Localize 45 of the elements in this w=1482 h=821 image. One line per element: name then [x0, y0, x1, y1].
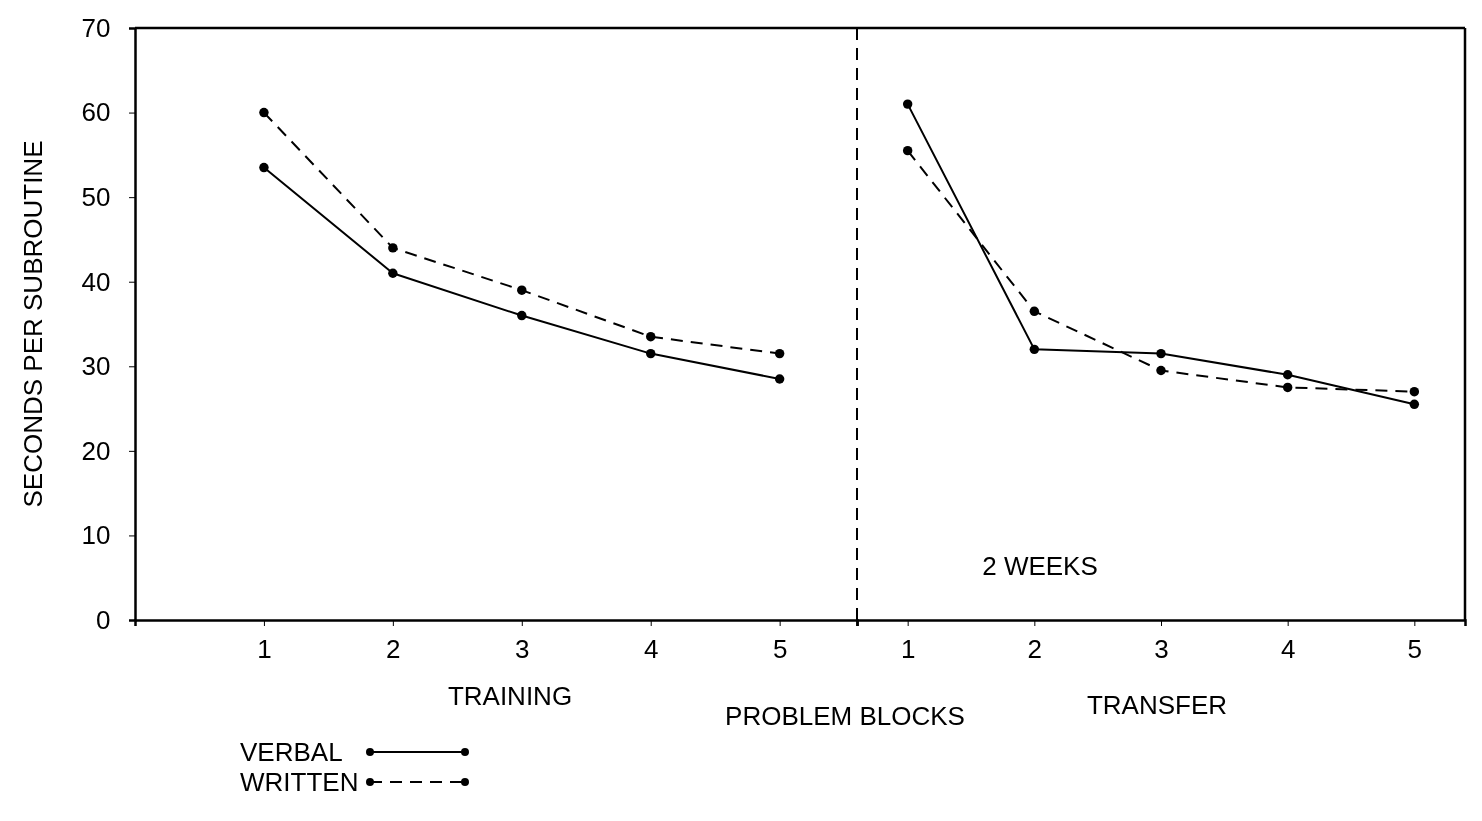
- x-tick-label: 4: [643, 633, 659, 664]
- point: [388, 243, 398, 253]
- text: TRANSFER: [1086, 690, 1228, 720]
- x-axis-title: PROBLEM BLOCKS: [725, 701, 965, 731]
- y-tick-label: 30: [81, 351, 111, 382]
- y-tick-label: 50: [81, 181, 111, 212]
- legend-label: VERBAL: [240, 737, 343, 767]
- point: [1029, 306, 1040, 317]
- point: [388, 268, 398, 278]
- x-tick-label: 3: [1154, 633, 1169, 664]
- y-axis-title: SECONDS PER SUBROUTINE: [18, 140, 48, 508]
- text: TRAINING: [447, 681, 573, 711]
- x-tick-label: 5: [772, 633, 788, 664]
- y-tick-label: 20: [81, 435, 111, 466]
- point: [1156, 348, 1166, 359]
- point: [774, 348, 785, 359]
- point: [902, 99, 913, 109]
- x-tick-label: 1: [257, 633, 272, 664]
- x-tick-label: 5: [1407, 633, 1423, 664]
- point: [517, 310, 527, 321]
- annotation: 2 WEEKS: [982, 551, 1098, 581]
- point: [645, 348, 656, 359]
- y-tick-label: 70: [81, 12, 111, 43]
- point: [1282, 370, 1293, 380]
- y-tick-label: 0: [95, 604, 111, 635]
- point: [902, 145, 913, 156]
- point: [1409, 386, 1420, 397]
- legend-label: WRITTEN: [240, 767, 359, 797]
- point: [1282, 382, 1293, 393]
- y-tick-label: 60: [81, 97, 111, 128]
- point: [774, 374, 785, 384]
- y-tick-label: 10: [81, 520, 111, 551]
- point: [1029, 344, 1040, 355]
- x-tick-label: 2: [386, 633, 401, 664]
- point: [1156, 365, 1166, 376]
- x-tick-label: 3: [515, 633, 530, 664]
- point: [517, 285, 527, 295]
- point: [259, 162, 269, 173]
- x-tick-label: 1: [900, 633, 916, 664]
- point: [645, 331, 656, 342]
- point: [1409, 399, 1420, 410]
- y-tick-label: 40: [81, 266, 111, 297]
- x-tick-label: 4: [1280, 633, 1296, 664]
- x-tick-label: 2: [1027, 633, 1043, 664]
- point: [259, 107, 269, 118]
